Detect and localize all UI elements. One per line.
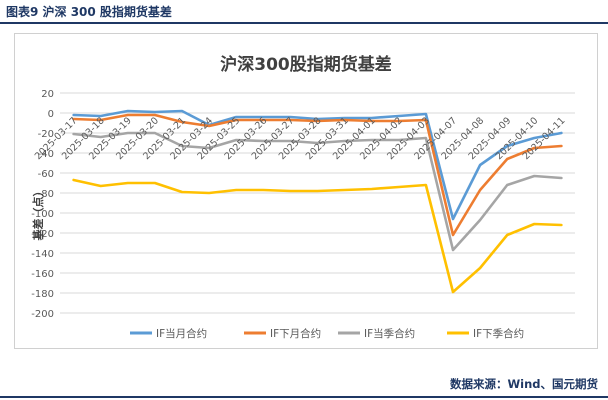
chart-frame: 沪深300股指期货基差 20 0 -20 -40 -60 -80 -100 -120 -140 -…: [14, 33, 598, 349]
series-line-2: [72, 113, 563, 237]
series-line-4: [72, 178, 563, 294]
y-tick-label: -140: [31, 249, 54, 260]
figure-caption: 图表9 沪深 300 股指期货基差: [6, 5, 172, 19]
y-tick-label: -20: [38, 129, 54, 140]
y-tick-label: -160: [31, 269, 54, 280]
y-tick-label: -100: [31, 209, 54, 220]
y-tick-label: 0: [48, 109, 54, 120]
legend-label-3: IF当季合约: [364, 327, 415, 340]
y-axis-label: 基差（点）: [31, 186, 45, 242]
header-divider: [0, 22, 608, 24]
legend-label-4: IF下季合约: [473, 327, 524, 340]
y-tick-label: -60: [38, 169, 54, 180]
y-tick-label: -180: [31, 289, 54, 300]
data-source-note: 数据来源：Wind、国元期货: [449, 377, 598, 391]
footer-divider: [0, 396, 608, 398]
series-line-3: [72, 131, 563, 252]
y-tick-label: -40: [38, 149, 54, 160]
chart-title: 沪深300股指期货基差: [220, 54, 392, 75]
y-tick-label: -200: [31, 309, 54, 320]
legend-label-1: IF当月合约: [156, 327, 207, 340]
basis-line-chart: 沪深300股指期货基差 20 0 -20 -40 -60 -80 -100 -120 -140 -…: [31, 54, 575, 340]
y-tick-label: 20: [41, 89, 54, 100]
y-tick-label: -80: [38, 189, 54, 200]
series-line-1: [72, 109, 563, 221]
y-tick-label: -120: [31, 229, 54, 240]
legend-label-2: IF下月合约: [270, 327, 321, 340]
